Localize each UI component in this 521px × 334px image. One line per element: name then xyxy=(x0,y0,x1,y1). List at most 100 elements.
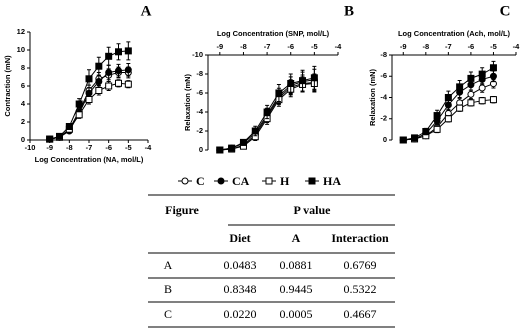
y-tick-label: -6 xyxy=(196,88,203,97)
y-tick-label: -8 xyxy=(196,69,203,78)
data-point xyxy=(95,78,103,85)
data-point xyxy=(275,89,283,97)
data-point xyxy=(46,135,54,143)
data-point xyxy=(124,66,132,74)
data-point xyxy=(239,138,247,146)
x-tick-label: -9 xyxy=(46,143,53,152)
data-point xyxy=(85,75,93,83)
data-point xyxy=(433,112,441,120)
data-point xyxy=(263,108,271,116)
data-point xyxy=(299,77,307,85)
table-cell: 0.8348 xyxy=(224,282,257,296)
x-axis-label: Log Concentration (NA, mol/L) xyxy=(35,155,144,164)
legend-marker xyxy=(308,177,316,185)
data-point xyxy=(75,100,83,108)
data-point xyxy=(478,97,486,105)
x-tick-label: -7 xyxy=(86,143,93,152)
table-cell: 0.0881 xyxy=(280,258,313,272)
y-tick-label: 12 xyxy=(17,27,25,36)
x-tick-label: -4 xyxy=(145,143,152,152)
data-point xyxy=(467,90,475,98)
y-tick-label: -4 xyxy=(380,92,387,101)
legend-marker xyxy=(265,177,273,185)
data-point xyxy=(105,52,113,60)
data-point xyxy=(115,48,122,56)
x-axis-label: Log Concentration (Ach, mol/L) xyxy=(398,29,511,38)
y-tick-label: -2 xyxy=(380,114,387,123)
table-header: Figure xyxy=(165,203,199,217)
data-point xyxy=(456,104,464,112)
legend-label: HA xyxy=(323,174,341,188)
table-cell: 0.6769 xyxy=(344,258,377,272)
data-point xyxy=(422,128,430,135)
data-point xyxy=(115,67,122,75)
data-point xyxy=(85,96,93,103)
y-axis-label: Relaxation (mN) xyxy=(183,73,192,131)
x-tick-label: -6 xyxy=(287,42,294,51)
data-point xyxy=(105,82,113,90)
y-tick-label: 0 xyxy=(21,135,25,144)
data-point xyxy=(95,87,103,94)
data-point xyxy=(216,146,224,154)
data-point xyxy=(467,74,475,82)
table-cell: 0.9445 xyxy=(280,282,313,296)
data-point xyxy=(467,99,475,107)
data-point xyxy=(478,84,486,92)
x-tick-label: -5 xyxy=(490,42,497,51)
x-tick-label: -7 xyxy=(445,42,452,51)
x-tick-label: -5 xyxy=(125,143,132,152)
data-point xyxy=(115,79,122,87)
legend-label: H xyxy=(280,174,290,188)
table-subheader: A xyxy=(292,231,301,245)
data-point xyxy=(310,74,318,82)
x-tick-label: -8 xyxy=(240,42,247,51)
legend-label: CA xyxy=(232,174,250,188)
table-cell: 0.0005 xyxy=(280,307,313,321)
x-tick-label: -6 xyxy=(468,42,475,51)
data-point xyxy=(287,80,295,87)
data-point xyxy=(228,144,236,152)
x-tick-label: -4 xyxy=(335,42,342,51)
table-cell: 0.0220 xyxy=(224,307,257,321)
data-point xyxy=(489,64,497,72)
table-cell: 0.0483 xyxy=(224,258,257,272)
data-point xyxy=(433,125,441,133)
data-point xyxy=(444,115,452,123)
data-point xyxy=(456,83,464,91)
table-subheader: Interaction xyxy=(331,231,389,245)
y-tick-label: 10 xyxy=(17,45,25,54)
legend-marker xyxy=(217,177,225,185)
x-tick-label: -9 xyxy=(400,42,407,51)
y-tick-label: 0 xyxy=(199,145,203,154)
table-cell: B xyxy=(164,282,172,296)
legend-label: C xyxy=(196,174,205,188)
y-tick-label: 4 xyxy=(21,99,26,108)
data-point xyxy=(65,123,73,130)
y-tick-label: 8 xyxy=(21,63,25,72)
data-point xyxy=(489,96,497,104)
table-cell: 0.5322 xyxy=(344,282,377,296)
data-point xyxy=(124,47,132,55)
table-cell: C xyxy=(164,307,172,321)
data-point xyxy=(444,94,452,101)
y-axis-label: Relaxation (mN) xyxy=(368,68,377,126)
x-tick-label: -4 xyxy=(513,42,520,51)
x-tick-label: -6 xyxy=(105,143,112,152)
y-tick-label: -2 xyxy=(196,126,203,135)
panel-label: B xyxy=(344,3,354,19)
data-point xyxy=(95,62,103,70)
x-tick-label: -10 xyxy=(25,143,36,152)
data-point xyxy=(411,134,419,142)
y-tick-label: -8 xyxy=(380,50,387,59)
data-point xyxy=(251,127,259,135)
y-tick-label: -10 xyxy=(192,50,203,59)
data-point xyxy=(478,70,486,78)
y-tick-label: 6 xyxy=(21,81,25,90)
table-subheader: Diet xyxy=(229,231,250,245)
data-point xyxy=(56,132,63,140)
x-tick-label: -8 xyxy=(66,143,73,152)
y-axis-label: Contraction (mN) xyxy=(3,55,12,117)
x-tick-label: -5 xyxy=(311,42,318,51)
panel-label: A xyxy=(141,3,152,19)
